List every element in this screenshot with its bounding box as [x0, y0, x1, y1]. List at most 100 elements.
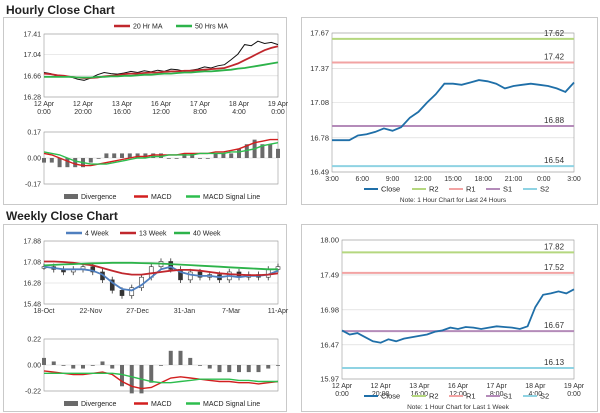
weekly-price-ytick-label: 15.48	[23, 302, 41, 309]
divergence-bar	[188, 357, 193, 365]
price-xtick-label: 17 Apr 8:00	[190, 101, 211, 116]
price-candle-body	[168, 261, 174, 270]
price-xtick-label: 7-Mar	[222, 308, 241, 315]
level-value-label-s2: 16.54	[544, 156, 565, 165]
divergence-bar	[143, 153, 148, 158]
levels-plot-frame	[331, 32, 575, 173]
levels-xtick-label: 21:00	[505, 176, 523, 183]
price-xtick-label: 22-Nov	[80, 308, 103, 315]
divergence-bar	[104, 153, 109, 158]
divergence-bar	[42, 357, 46, 365]
level-value-label-r2: 17.62	[544, 29, 565, 38]
level-value-label-s1: 16.67	[544, 321, 565, 330]
legend-label: Divergence	[81, 401, 117, 408]
level-value-label-s1: 16.88	[544, 116, 565, 125]
hourly-price-chart: 20 Hr MA 50 Hrs MA17.4117.0416.6616.2812 …	[23, 24, 288, 202]
weekly-price-panel: 4 Week 13 Week 40 Week 17.88 17.08 16.28 15.48…	[3, 224, 289, 412]
divergence-bar	[135, 153, 140, 158]
legend-label: S2	[540, 185, 549, 194]
price-xtick-label: 12 Apr 20:00	[73, 101, 94, 116]
weekly-price-ytick-label: 17.08	[23, 260, 41, 267]
legend-label: R2	[429, 392, 439, 401]
weekly-macd-ytick-label: 0.00	[27, 363, 41, 370]
legend-label: MACD Signal Line	[203, 194, 260, 201]
levels-ytick-label: 17.67	[310, 29, 329, 38]
price-xtick-label: 11-Apr	[268, 308, 289, 315]
divergence-bar	[127, 153, 132, 158]
levels-xtick-label: 9:00	[386, 176, 400, 183]
divergence-bar	[221, 153, 226, 158]
divergence-bar	[190, 153, 195, 158]
levels-xtick-label: 18:00	[474, 176, 492, 183]
legend-label: MACD Signal Line	[203, 401, 260, 408]
divergence-bar	[237, 148, 241, 158]
levels-xtick-label: 18 Apr 4:00	[525, 383, 546, 398]
weekly-section-title: Weekly Close Chart	[6, 209, 118, 223]
legend-swatch-divergence	[64, 194, 78, 199]
legend-label: MACD	[151, 401, 172, 408]
hourly-macd-ytick-label: 0.00	[27, 156, 41, 163]
legend-label: S2	[540, 392, 549, 401]
levels-xtick-label: 17 Apr 8:00	[487, 383, 508, 398]
divergence-bar	[110, 365, 115, 369]
close-line	[332, 79, 575, 142]
weekly-macd-ytick-label: 0.22	[27, 337, 41, 344]
levels-xtick-label: 15:00	[444, 176, 462, 183]
divergence-bar	[266, 365, 271, 369]
legend-swatch-divergence	[64, 401, 78, 406]
divergence-bar	[246, 365, 251, 373]
price-candle-body	[187, 271, 193, 281]
hourly-levels-panel: 17.67 17.37 17.08 16.78 16.49 17.62 17.42 16.88…	[301, 17, 598, 205]
weekly-levels-panel: 18.00 17.49 16.98 16.47 15.97 17.82 17.52 16.67…	[301, 224, 598, 412]
hourly-price-ytick-label: 17.41	[23, 32, 41, 39]
price-candle-body	[90, 266, 96, 273]
price-xtick-label: 18 Apr 4:00	[229, 101, 250, 116]
ma-line-40-week	[43, 261, 278, 271]
price-plot-frame	[43, 33, 279, 98]
divergence-bar	[159, 153, 163, 158]
weekly-macd-ytick-label: -0.22	[25, 389, 41, 396]
hourly-price-panel: 20 Hr MA 50 Hrs MA 17.41 17.04 16.66 16.28 12 …	[3, 17, 289, 205]
ma-line-4-week	[43, 265, 279, 292]
legend-label: 40 Week	[193, 231, 221, 238]
levels-ytick-label: 17.49	[320, 270, 339, 279]
divergence-bar	[96, 158, 101, 159]
divergence-bar	[61, 365, 66, 366]
legend-label: S1	[503, 392, 512, 401]
levels-ytick-label: 15.97	[320, 375, 339, 384]
divergence-bar	[178, 350, 183, 365]
legend-label: R1	[466, 392, 476, 401]
divergence-bar	[81, 365, 85, 369]
price-candle-body	[197, 271, 203, 278]
macd-signal-line	[44, 372, 278, 384]
levels-xtick-label: 3:00	[567, 176, 581, 183]
divergence-bar	[207, 365, 212, 369]
price-candle-body	[129, 287, 135, 296]
divergence-bar	[129, 365, 134, 394]
divergence-bar	[182, 153, 187, 158]
divergence-bar	[256, 365, 261, 373]
macd-line	[43, 138, 278, 167]
hourly-price-ytick-label: 16.66	[23, 73, 41, 80]
divergence-bar	[205, 158, 210, 159]
levels-ytick-label: 17.08	[310, 98, 329, 107]
hourly-levels-chart: 17.67 17.37 17.08 16.78 16.49 17.62 17.42 16.88…	[310, 29, 581, 205]
divergence-bar	[151, 153, 156, 158]
levels-ytick-label: 16.98	[320, 305, 339, 314]
divergence-bar	[49, 158, 54, 163]
levels-xtick-label: 12:00	[414, 176, 432, 183]
divergence-bar	[100, 361, 105, 365]
legend-label: R2	[429, 185, 439, 194]
price-xtick-label: 31-Jan	[174, 308, 196, 315]
divergence-bar	[73, 158, 78, 168]
levels-ytick-label: 16.78	[310, 133, 329, 142]
divergence-bar	[112, 153, 117, 158]
legend-label: S1	[503, 185, 512, 194]
divergence-bar	[276, 148, 280, 158]
divergence-bar	[198, 365, 202, 366]
levels-xtick-label: 19 Apr 0:00	[564, 383, 585, 398]
macd-signal-line	[43, 142, 279, 165]
weekly-price-chart: 4 Week 13 Week 40 Week 17.88 17.08 16.28 15.48…	[23, 231, 289, 409]
levels-xtick-label: 13 Apr 16:00	[409, 383, 430, 398]
levels-xtick-label: 16 Apr 12:00	[448, 383, 469, 398]
